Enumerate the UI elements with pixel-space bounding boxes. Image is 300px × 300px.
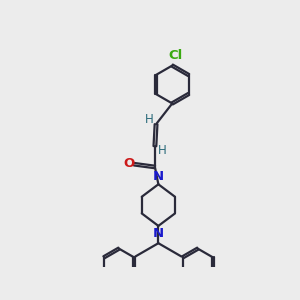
Text: H: H bbox=[158, 144, 167, 157]
Text: Cl: Cl bbox=[168, 49, 182, 62]
Text: O: O bbox=[123, 157, 135, 170]
Text: H: H bbox=[145, 113, 154, 126]
Text: N: N bbox=[152, 227, 164, 240]
Text: N: N bbox=[152, 170, 164, 183]
